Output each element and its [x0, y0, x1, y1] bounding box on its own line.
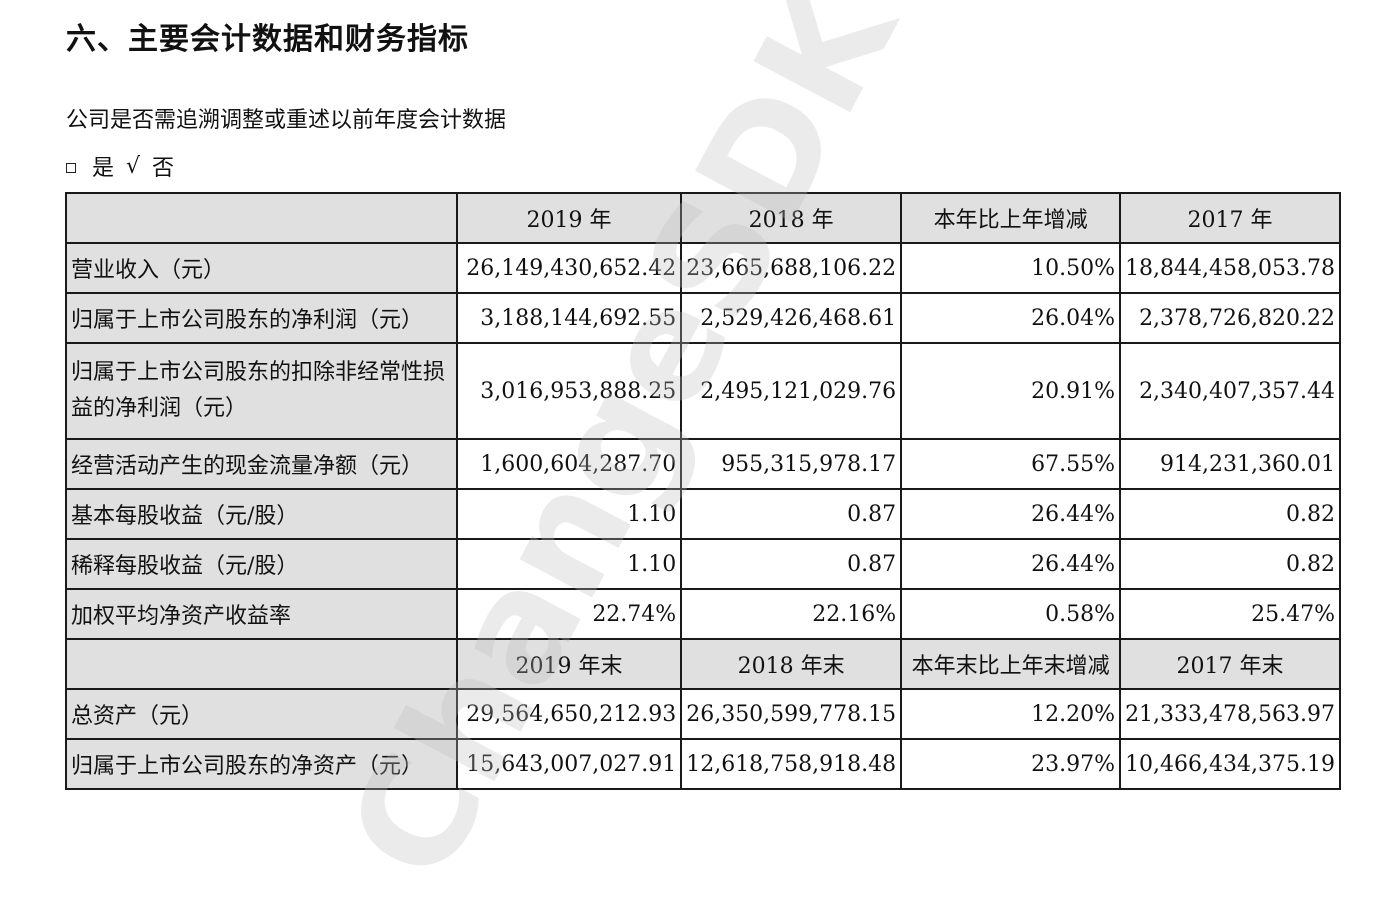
table-header-row: 2019 年 2018 年 本年比上年增减 2017 年: [65, 192, 1341, 244]
row-label: 归属于上市公司股东的净利润（元）: [65, 292, 458, 344]
row-label: 基本每股收益（元/股）: [65, 488, 458, 540]
table-cell: 3,188,144,692.55: [455, 292, 683, 344]
table-cell: 2,340,407,357.44: [1119, 342, 1341, 440]
table-cell: 2,378,726,820.22: [1119, 292, 1341, 344]
table-cell: 2,495,121,029.76: [680, 342, 903, 440]
header-cell: 2018 年: [680, 192, 903, 244]
table-cell: 18,844,458,053.78: [1119, 242, 1341, 294]
header-cell: 2017 年: [1119, 192, 1341, 244]
table-cell: 20.91%: [900, 342, 1122, 440]
header-cell: 本年末比上年末增减: [900, 638, 1122, 690]
table-row: 总资产（元） 29,564,650,212.93 26,350,599,778.…: [65, 688, 1341, 740]
table-row: 营业收入（元） 26,149,430,652.42 23,665,688,106…: [65, 242, 1341, 294]
row-label: 总资产（元）: [65, 688, 458, 740]
restatement-question: 公司是否需追溯调整或重述以前年度会计数据: [66, 108, 507, 133]
table-cell: 26.04%: [900, 292, 1122, 344]
table-cell: 1.10: [455, 538, 683, 590]
row-label: 稀释每股收益（元/股）: [65, 538, 458, 590]
table-cell: 15,643,007,027.91: [455, 738, 683, 790]
table-cell: 0.82: [1119, 538, 1341, 590]
table-cell: 25.47%: [1119, 588, 1341, 640]
section-title: 六、主要会计数据和财务指标: [66, 22, 469, 57]
row-label: 归属于上市公司股东的净资产（元）: [65, 738, 458, 790]
header-cell: 本年比上年增减: [900, 192, 1122, 244]
choice-yes-label: 是: [92, 156, 115, 181]
row-label: 归属于上市公司股东的扣除非经常性损益的净利润（元）: [65, 342, 458, 440]
table-cell: 1,600,604,287.70: [455, 438, 683, 490]
yes-checkbox-icon: [66, 163, 76, 173]
table-cell: 955,315,978.17: [680, 438, 903, 490]
table-cell: 0.58%: [900, 588, 1122, 640]
table-cell: 26.44%: [900, 538, 1122, 590]
table-cell: 29,564,650,212.93: [455, 688, 683, 740]
row-label: 营业收入（元）: [65, 242, 458, 294]
table-cell: 21,333,478,563.97: [1119, 688, 1341, 740]
row-label: 加权平均净资产收益率: [65, 588, 458, 640]
table-cell: 22.16%: [680, 588, 903, 640]
table-cell: 67.55%: [900, 438, 1122, 490]
table-cell: 0.82: [1119, 488, 1341, 540]
table-cell: 23.97%: [900, 738, 1122, 790]
header-cell: 2018 年末: [680, 638, 903, 690]
table-cell: 26,149,430,652.42: [455, 242, 683, 294]
table-cell: 26,350,599,778.15: [680, 688, 903, 740]
header-cell: 2017 年末: [1119, 638, 1341, 690]
header-cell: 2019 年末: [455, 638, 683, 690]
table-cell: 12.20%: [900, 688, 1122, 740]
table-cell: 2,529,426,468.61: [680, 292, 903, 344]
table-cell: 10,466,434,375.19: [1119, 738, 1341, 790]
table-cell: 3,016,953,888.25: [455, 342, 683, 440]
table-row: 加权平均净资产收益率 22.74% 22.16% 0.58% 25.47%: [65, 588, 1341, 640]
table-cell: 0.87: [680, 488, 903, 540]
header-cell: 2019 年: [455, 192, 683, 244]
table-row: 稀释每股收益（元/股） 1.10 0.87 26.44% 0.82: [65, 538, 1341, 590]
header-corner: [65, 192, 458, 244]
table-row: 基本每股收益（元/股） 1.10 0.87 26.44% 0.82: [65, 488, 1341, 540]
table-row: 归属于上市公司股东的净资产（元） 15,643,007,027.91 12,61…: [65, 738, 1341, 790]
table-cell: 1.10: [455, 488, 683, 540]
table-header-row: 2019 年末 2018 年末 本年末比上年末增减 2017 年末: [65, 638, 1341, 690]
table-cell: 26.44%: [900, 488, 1122, 540]
row-label: 经营活动产生的现金流量净额（元）: [65, 438, 458, 490]
table-row: 经营活动产生的现金流量净额（元） 1,600,604,287.70 955,31…: [65, 438, 1341, 490]
table-cell: 22.74%: [455, 588, 683, 640]
financial-indicators-table: 2019 年 2018 年 本年比上年增减 2017 年 营业收入（元） 26,…: [65, 192, 1341, 790]
choice-no-label: 否: [152, 156, 175, 181]
table-cell: 0.87: [680, 538, 903, 590]
table-cell: 23,665,688,106.22: [680, 242, 903, 294]
header-corner: [65, 638, 458, 690]
table-cell: 12,618,758,918.48: [680, 738, 903, 790]
table-cell: 914,231,360.01: [1119, 438, 1341, 490]
table-row: 归属于上市公司股东的扣除非经常性损益的净利润（元） 3,016,953,888.…: [65, 342, 1341, 440]
table-cell: 10.50%: [900, 242, 1122, 294]
table-row: 归属于上市公司股东的净利润（元） 3,188,144,692.55 2,529,…: [65, 292, 1341, 344]
restatement-choice: 是 √ 否: [66, 150, 174, 182]
checkmark-icon: √: [126, 153, 141, 179]
